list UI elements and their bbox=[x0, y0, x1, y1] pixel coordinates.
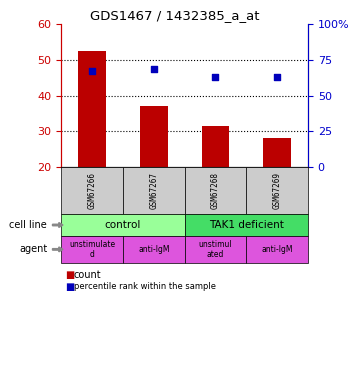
Text: GSM67268: GSM67268 bbox=[211, 172, 220, 209]
Point bbox=[151, 66, 156, 72]
Bar bbox=[140, 106, 168, 167]
Bar bbox=[202, 126, 229, 167]
Text: unstimulate
d: unstimulate d bbox=[69, 240, 115, 259]
Text: GSM67266: GSM67266 bbox=[88, 172, 97, 209]
Text: ■: ■ bbox=[65, 270, 74, 280]
Text: GDS1467 / 1432385_a_at: GDS1467 / 1432385_a_at bbox=[90, 9, 260, 22]
Text: control: control bbox=[105, 220, 141, 230]
Text: count: count bbox=[74, 270, 101, 280]
Text: ■: ■ bbox=[65, 282, 74, 292]
Bar bbox=[263, 138, 291, 167]
Text: GSM67269: GSM67269 bbox=[273, 172, 282, 209]
Text: percentile rank within the sample: percentile rank within the sample bbox=[74, 282, 216, 291]
Bar bbox=[78, 51, 106, 167]
Text: anti-IgM: anti-IgM bbox=[261, 245, 293, 254]
Text: anti-IgM: anti-IgM bbox=[138, 245, 169, 254]
Point bbox=[89, 68, 95, 74]
Text: cell line: cell line bbox=[9, 220, 47, 230]
Point bbox=[274, 74, 280, 80]
Text: TAK1 deficient: TAK1 deficient bbox=[209, 220, 284, 230]
Text: GSM67267: GSM67267 bbox=[149, 172, 158, 209]
Text: agent: agent bbox=[19, 244, 47, 254]
Text: unstimul
ated: unstimul ated bbox=[199, 240, 232, 259]
Point bbox=[213, 74, 218, 80]
